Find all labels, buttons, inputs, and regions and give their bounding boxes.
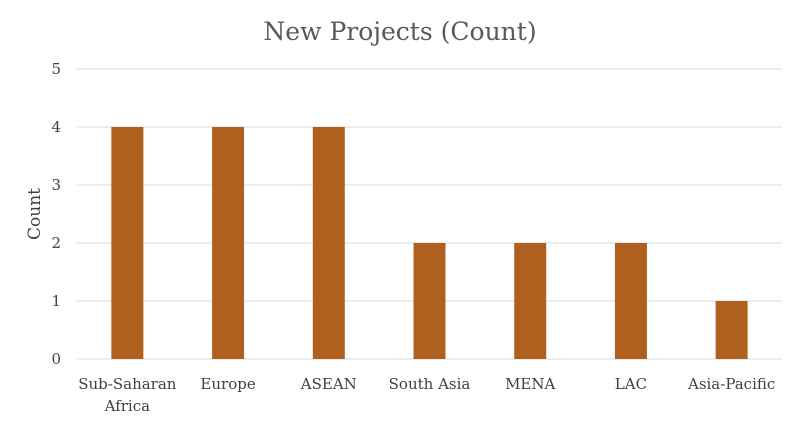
x-tick-labels: Sub-Saharan Africa Europe ASEAN South Asia ME… [78, 375, 775, 415]
x-tick-label: Sub-Saharan Africa [78, 375, 177, 415]
bar-sub-saharan-africa [111, 127, 144, 359]
x-tick-label: MENA [505, 375, 555, 393]
x-tick-label: South Asia [389, 375, 471, 393]
chart-title: New Projects (Count) [263, 17, 536, 46]
bar-europe [212, 127, 245, 359]
bar-lac [614, 243, 647, 359]
y-tick-label: 3 [51, 176, 61, 194]
y-tick-labels: 0 1 2 3 4 5 [51, 60, 61, 368]
y-tick-label: 1 [51, 292, 61, 310]
y-tick-label: 5 [51, 60, 61, 78]
x-tick-label: ASEAN [300, 375, 357, 393]
bar-mena [514, 243, 547, 359]
bars [111, 127, 748, 359]
y-tick-label: 2 [51, 234, 61, 252]
bar-asean [312, 127, 345, 359]
x-tick-label: LAC [615, 375, 647, 393]
y-tick-label: 0 [51, 350, 61, 368]
x-tick-label: Asia-Pacific [687, 375, 775, 393]
bar-south-asia [413, 243, 446, 359]
x-tick-label: Europe [200, 375, 255, 393]
y-tick-label: 4 [51, 118, 61, 136]
bar-asia-pacific [715, 301, 748, 359]
y-axis-label: Count [25, 188, 45, 240]
